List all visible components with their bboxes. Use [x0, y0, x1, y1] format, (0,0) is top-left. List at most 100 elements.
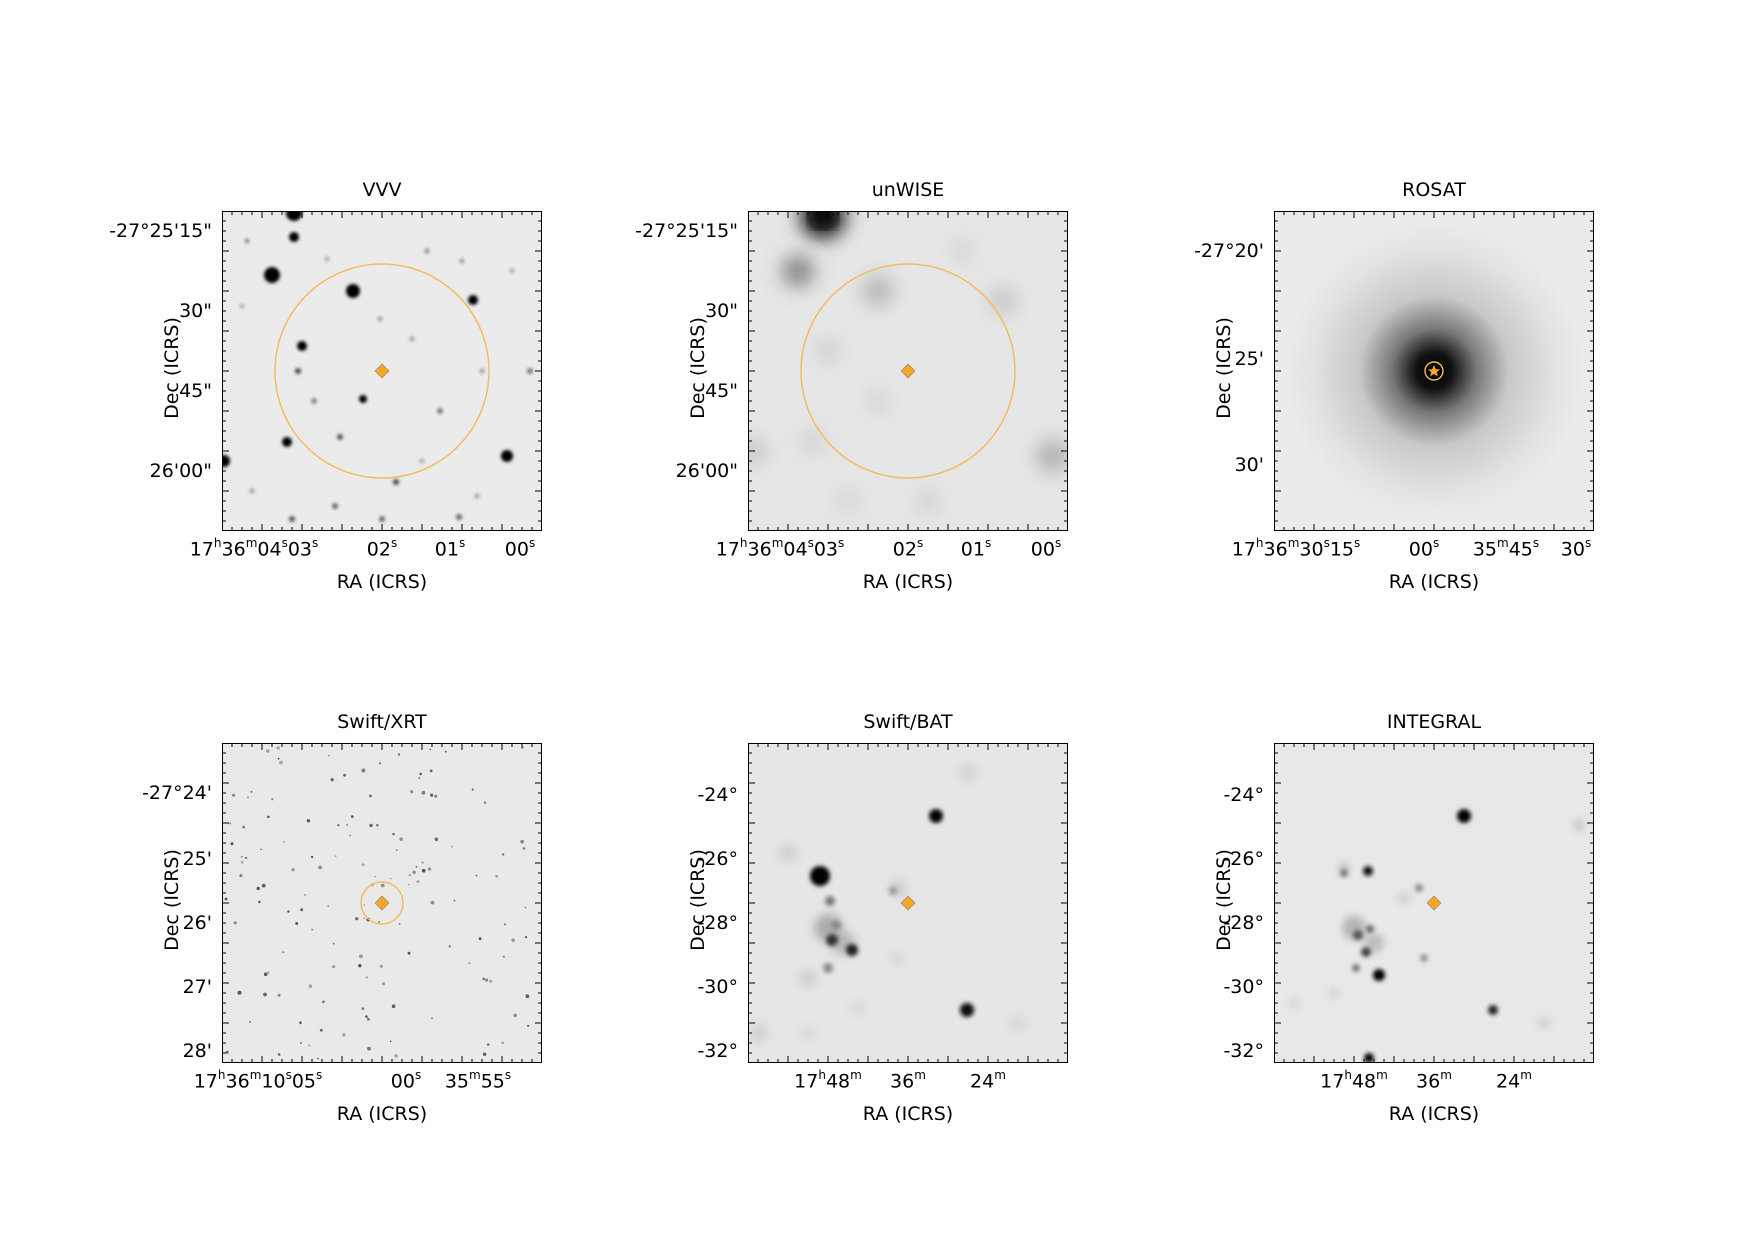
ytick-label: -32°	[697, 1040, 738, 1062]
photon-point	[345, 823, 349, 827]
tick-value: 17	[193, 1070, 218, 1093]
photon-point	[483, 801, 487, 804]
photon-point	[429, 769, 433, 773]
ytick-label: -27°24'	[142, 782, 212, 804]
tick-value: 36	[747, 538, 772, 561]
panel-integral: INTEGRAL	[1213, 711, 1594, 1125]
y-axis-label: Dec (ICRS)	[161, 317, 183, 419]
photon-point	[232, 793, 236, 797]
tick-unit: m	[1376, 1068, 1388, 1082]
photon-point	[304, 894, 306, 896]
tick-unit: s	[1354, 536, 1361, 550]
photon-point	[374, 875, 376, 878]
tick-value: 24	[1496, 1070, 1521, 1093]
photon-point	[421, 790, 426, 795]
photon-point	[380, 883, 385, 888]
x-axis-label: RA (ICRS)	[862, 1103, 954, 1125]
tick-unit: s	[984, 536, 992, 550]
tick-value: 24	[970, 1070, 995, 1093]
diamond-marker-icon	[900, 895, 916, 911]
tick-value: 00	[504, 538, 529, 561]
star-marker-icon	[1428, 365, 1440, 377]
tick-value: 15	[1329, 538, 1355, 561]
photon-point	[524, 906, 527, 909]
photon-point	[369, 823, 373, 828]
photon-point	[407, 951, 411, 955]
tick-value: 36	[1263, 538, 1288, 561]
y-axis-label: Dec (ICRS)	[687, 317, 709, 419]
photon-point	[230, 842, 234, 846]
tick-value: 00	[1408, 538, 1433, 561]
photon-point	[363, 904, 366, 906]
photon-point	[412, 870, 416, 874]
photon-point	[478, 937, 482, 941]
search-radius-circle	[1424, 361, 1444, 381]
xtick-label: 17h36m30s15s	[1232, 536, 1361, 561]
photon-point	[229, 822, 232, 825]
photon-point	[527, 1024, 530, 1027]
ytick-label: -28°	[1223, 912, 1264, 934]
photon-point	[522, 847, 526, 850]
y-axis-label: Dec (ICRS)	[1213, 849, 1235, 951]
tick-value: 17	[1320, 1070, 1345, 1093]
xtick-label: 17h48m	[1320, 1068, 1388, 1093]
photon-point	[482, 977, 486, 981]
photon-point	[361, 1007, 365, 1010]
photon-point	[276, 746, 280, 750]
xtick-label: 36m	[890, 1068, 926, 1092]
y-axis-label: Dec (ICRS)	[1213, 317, 1235, 419]
photon-point	[366, 1017, 370, 1021]
tick-value: 45	[1508, 538, 1533, 561]
tick-unit: s	[316, 1068, 323, 1082]
xtick-label: 02s	[893, 536, 923, 560]
photon-point	[448, 945, 451, 948]
tick-unit: m	[249, 1068, 262, 1082]
photon-point	[397, 753, 401, 756]
photon-point	[317, 1057, 319, 1060]
photon-point	[349, 834, 351, 837]
photon-point	[486, 1043, 490, 1046]
ytick-label: 28'	[182, 1040, 212, 1062]
photon-point	[391, 1004, 396, 1008]
tick-unit: m	[994, 1068, 1006, 1082]
photon-point	[334, 855, 337, 858]
photon-point	[287, 910, 290, 913]
ytick-label: -26°	[697, 848, 738, 870]
panel-unwise: unWISE -27°25'15" 30" 45" 26'00" 17h36m0	[635, 179, 1068, 593]
photon-point	[249, 1021, 251, 1023]
xtick-label: 17h36m10s05s	[193, 1068, 323, 1093]
tick-value: 04	[257, 538, 282, 561]
photon-point	[266, 971, 270, 975]
photon-point	[239, 874, 243, 878]
xtick-label: 02s	[367, 536, 397, 560]
photon-point	[256, 886, 260, 891]
tick-unit: h	[1255, 536, 1264, 550]
tick-value: 03	[813, 538, 839, 561]
xtick-label: 36m	[1416, 1068, 1452, 1092]
xtick-label: 24m	[970, 1068, 1006, 1093]
ytick-label: 30'	[1234, 454, 1264, 476]
tick-unit: s	[528, 536, 536, 550]
ytick-label: -32°	[1223, 1040, 1264, 1062]
xtick-label: 00s	[1408, 536, 1440, 561]
photon-point	[240, 855, 244, 858]
photon-point	[392, 832, 395, 836]
tick-unit: s	[312, 536, 319, 550]
integral-image	[1274, 743, 1594, 1063]
search-radius-circle	[360, 881, 404, 925]
ytick-label: -26°	[1223, 848, 1264, 870]
photon-point	[468, 962, 471, 965]
ytick-label: -24°	[697, 784, 738, 806]
diamond-marker-icon	[374, 895, 390, 911]
photon-point	[434, 837, 439, 842]
photon-point	[389, 877, 392, 880]
tick-unit: s	[1432, 536, 1440, 550]
xtick-label: 17h36m04s03s	[716, 536, 845, 561]
tick-unit: m	[914, 1068, 926, 1082]
ytick-label: -28°	[697, 912, 738, 934]
photon-point	[258, 900, 261, 904]
panel-title: Swift/XRT	[337, 711, 427, 733]
photon-point	[382, 982, 386, 986]
tick-unit: m	[1287, 536, 1300, 550]
photon-point	[444, 750, 447, 753]
